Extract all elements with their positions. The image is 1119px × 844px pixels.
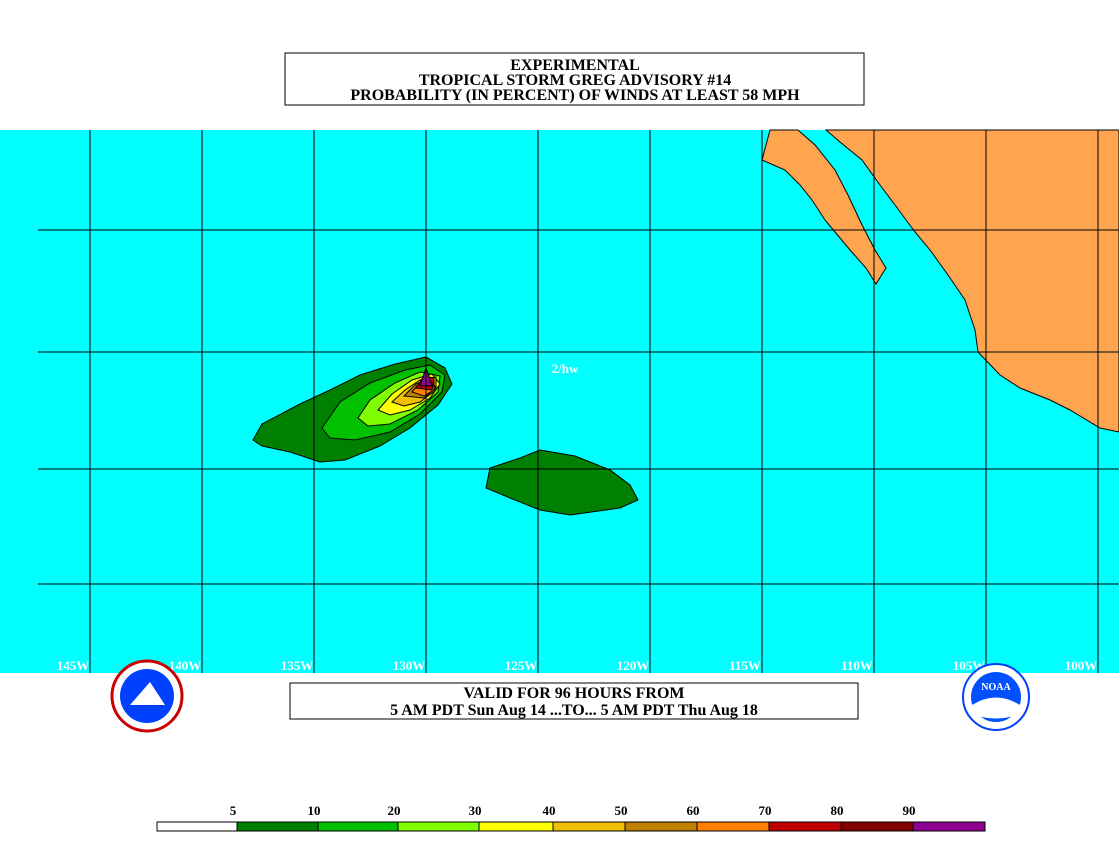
lon-label: 145W — [57, 658, 90, 673]
legend-swatch — [478, 821, 554, 832]
legend-label: 80 — [831, 803, 844, 818]
lon-label: 100W — [1065, 658, 1098, 673]
legend-swatch — [768, 821, 842, 832]
land-baja — [761, 129, 887, 285]
map-annotation: 2/hw — [552, 361, 579, 376]
legend-label: 60 — [687, 803, 700, 818]
valid-line: VALID FOR 96 HOURS FROM — [463, 685, 684, 702]
lon-label: 110W — [841, 658, 873, 673]
valid-line: 5 AM PDT Sun Aug 14 ...TO... 5 AM PDT Th… — [390, 702, 758, 719]
legend-swatch — [840, 821, 914, 832]
legend-label: 30 — [469, 803, 482, 818]
legend-swatch — [624, 821, 698, 832]
legend-swatch — [156, 821, 238, 832]
lon-label: 140W — [169, 658, 202, 673]
legend-label: 20 — [388, 803, 401, 818]
legend-swatch — [317, 821, 399, 832]
legend-swatch — [397, 821, 480, 832]
legend-label: 5 — [230, 803, 237, 818]
legend-swatch — [696, 821, 770, 832]
noaa-logo: NOAA — [962, 663, 1030, 731]
legend: 5 10 20 30 40 50 60 70 80 90 — [156, 803, 986, 832]
legend-label: 40 — [543, 803, 556, 818]
legend-label: 50 — [615, 803, 628, 818]
title-line: PROBABILITY (IN PERCENT) OF WINDS AT LEA… — [350, 87, 800, 104]
lon-label: 130W — [393, 658, 426, 673]
legend-swatch — [236, 821, 319, 832]
legend-swatch — [552, 821, 626, 832]
title-line: TROPICAL STORM GREG ADVISORY #14 — [419, 72, 731, 89]
svg-text:NOAA: NOAA — [981, 682, 1011, 693]
valid-box — [289, 682, 859, 720]
title-box — [284, 52, 865, 106]
lon-label: 135W — [281, 658, 314, 673]
legend-swatch — [912, 821, 986, 832]
legend-label: 70 — [759, 803, 772, 818]
lon-label: 125W — [505, 658, 538, 673]
lon-label: 115W — [729, 658, 761, 673]
title-line: EXPERIMENTAL — [510, 57, 640, 74]
graticule: 145W 140W 135W 130W 125W 120W 115W 110W 105W 100W — [38, 130, 1119, 673]
land-mainland — [824, 129, 1119, 433]
legend-label: 10 — [308, 803, 321, 818]
prob-contour — [485, 449, 639, 516]
lon-label: 120W — [617, 658, 650, 673]
legend-label: 90 — [903, 803, 916, 818]
nws-logo — [110, 659, 184, 733]
